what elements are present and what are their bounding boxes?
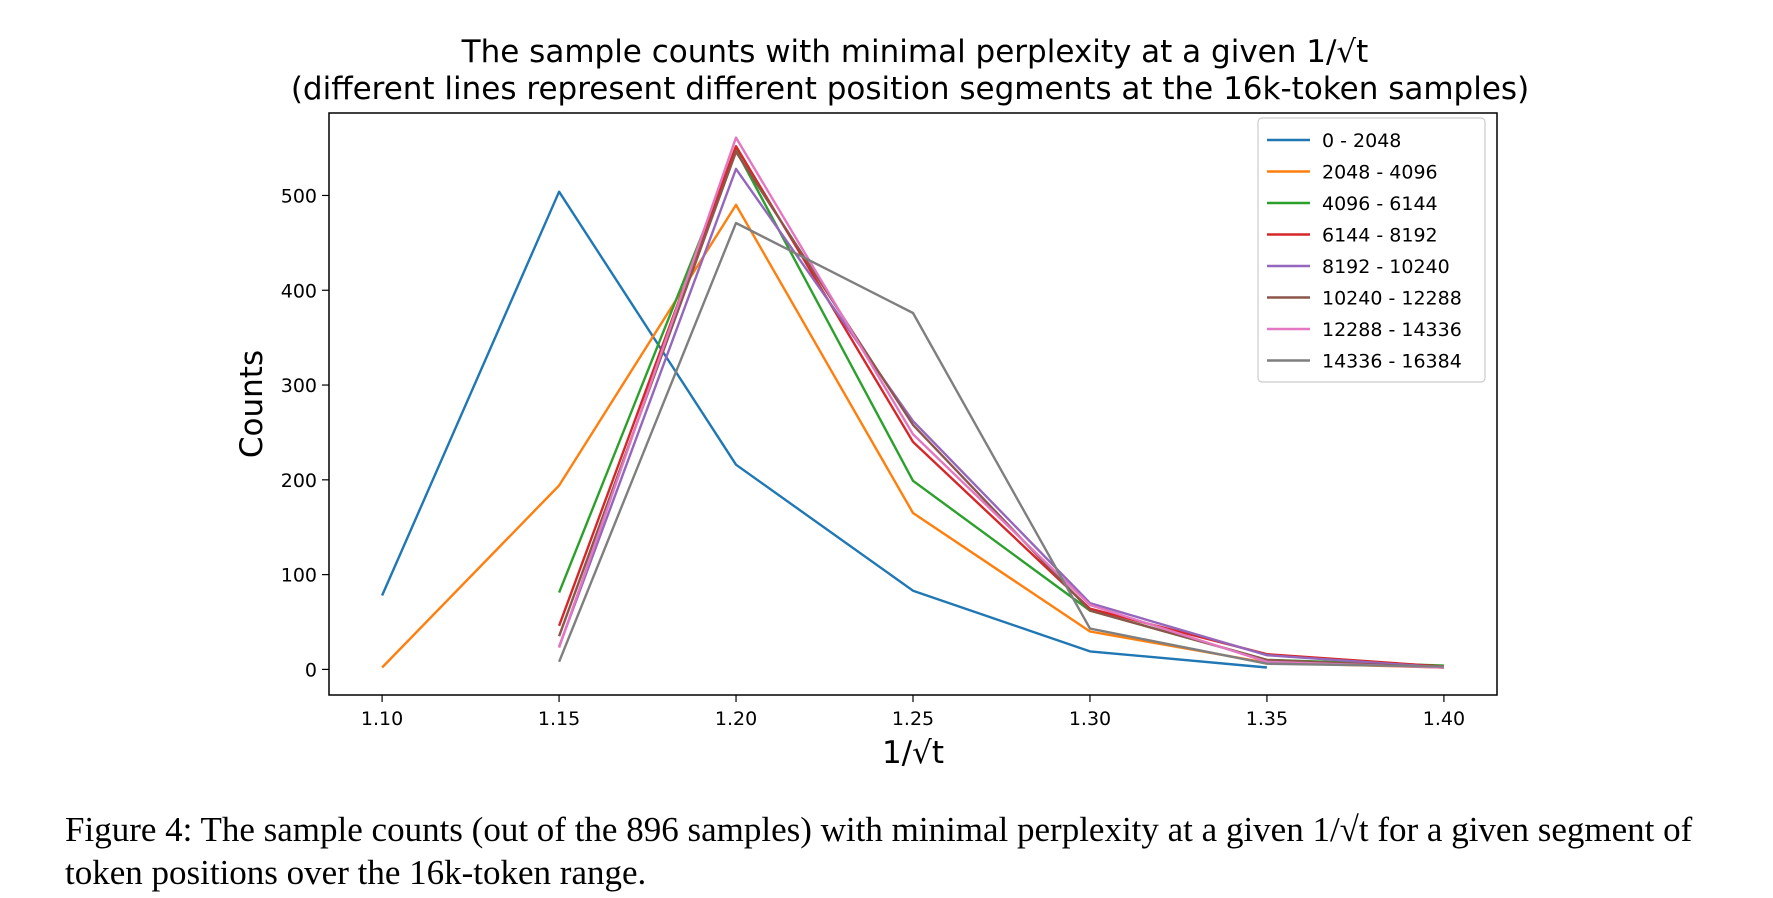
legend-entry-label: 4096 - 6144 <box>1322 193 1438 215</box>
caption-label: Figure 4: <box>65 810 193 849</box>
series-line-1 <box>381 190 1268 669</box>
legend-entry-label: 8192 - 10240 <box>1322 256 1450 278</box>
y-tick-label: 200 <box>281 470 317 492</box>
plot-lines <box>381 136 1444 669</box>
x-tick-label: 1.30 <box>1069 708 1111 730</box>
y-tick-label: 400 <box>281 280 317 302</box>
chart-subtitle: (different lines represent different pos… <box>291 71 1529 107</box>
x-tick-label: 1.25 <box>892 708 934 730</box>
figure-caption: Figure 4: The sample counts (out of the … <box>65 808 1755 894</box>
legend-entry-label: 6144 - 8192 <box>1322 225 1438 247</box>
legend: 0 - 2048 2048 - 4096 4096 - 6144 6144 - 819… <box>1257 117 1486 383</box>
x-axis-ticks: 1.10 1.15 1.20 1.25 1.30 1.35 1.40 <box>361 695 1465 730</box>
y-tick-label: 0 <box>305 659 317 681</box>
series-line-8 <box>557 221 1444 668</box>
chart-title: The sample counts with minimal perplexit… <box>461 34 1369 70</box>
y-tick-label: 300 <box>281 375 317 397</box>
x-tick-label: 1.15 <box>538 708 580 730</box>
series-line-5 <box>557 167 1444 669</box>
series-line-6 <box>557 150 1444 669</box>
y-tick-label: 500 <box>281 185 317 207</box>
y-axis-label: Counts <box>234 350 270 458</box>
legend-frame <box>1257 117 1486 383</box>
x-tick-label: 1.10 <box>361 708 403 730</box>
x-axis-label: 1/√t <box>882 735 944 771</box>
legend-entry-label: 12288 - 14336 <box>1322 319 1462 341</box>
x-tick-label: 1.20 <box>715 708 757 730</box>
y-tick-label: 100 <box>281 565 317 587</box>
x-tick-label: 1.40 <box>1423 708 1465 730</box>
legend-entry-label: 10240 - 12288 <box>1322 288 1462 310</box>
legend-entry-label: 14336 - 16384 <box>1322 351 1462 373</box>
caption-text: The sample counts (out of the 896 sample… <box>65 810 1693 892</box>
y-axis-ticks: 0 100 200 300 400 500 <box>281 185 329 681</box>
series-line-7 <box>557 136 1444 669</box>
line-chart: The sample counts with minimal perplexit… <box>234 34 1529 771</box>
legend-entry-label: 0 - 2048 <box>1322 130 1401 152</box>
legend-entry-label: 2048 - 4096 <box>1322 162 1438 184</box>
x-tick-label: 1.35 <box>1246 708 1288 730</box>
